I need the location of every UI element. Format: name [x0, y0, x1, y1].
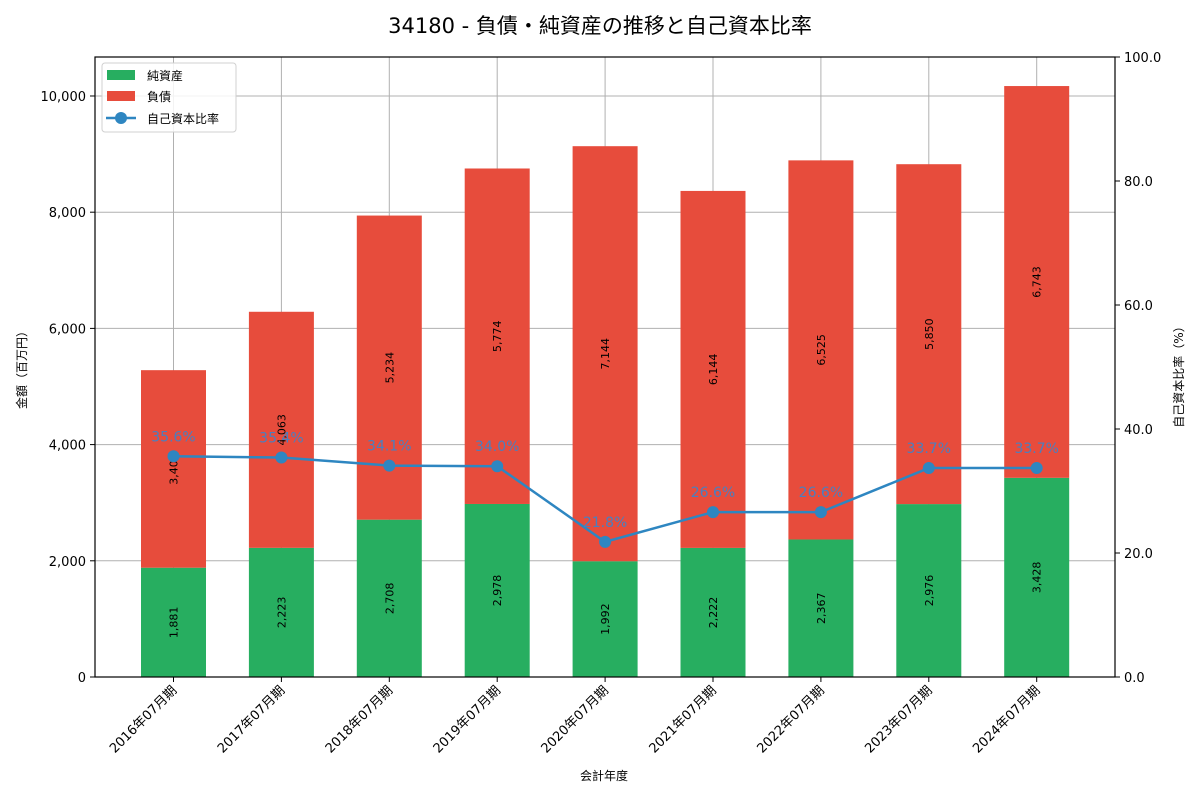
bar-label-liabilities: 5,850 — [923, 318, 936, 350]
ratio-label: 35.4% — [259, 431, 303, 447]
legend-label-equity: 純資産 — [147, 68, 183, 83]
x-tick-label: 2016年07月期 — [107, 683, 180, 756]
y-right-tick-label: 80.0 — [1124, 175, 1153, 190]
bar-label-liabilities: 6,144 — [707, 354, 720, 386]
bar-liabilities — [1004, 86, 1070, 478]
bar-label-liabilities: 7,144 — [599, 338, 612, 370]
ratio-label: 35.6% — [151, 429, 195, 445]
ratio-label: 33.7% — [1014, 441, 1058, 457]
legend-label-liabilities: 負債 — [147, 89, 171, 104]
y-tick-label: 10,000 — [41, 90, 87, 105]
bar-label-liabilities: 6,743 — [1031, 266, 1044, 298]
y-tick-label: 4,000 — [49, 439, 86, 454]
legend-swatch-equity — [107, 70, 135, 80]
bar-liabilities — [680, 190, 746, 548]
x-tick-label: 2017年07月期 — [215, 683, 288, 756]
bar-liabilities — [572, 146, 638, 562]
bar-equity — [248, 547, 314, 677]
ratio-marker — [1030, 462, 1043, 475]
ratio-line-series: 35.6% 35.4% 34.1% 34.0% 21.8% 26.6% 26.6% 33.7%… — [151, 429, 1059, 548]
bar-label-equity: 2,978 — [491, 575, 504, 607]
bar-equity — [680, 547, 746, 677]
y-right-tick-label: 0.0 — [1124, 671, 1145, 686]
bar-label-equity: 2,367 — [815, 592, 828, 624]
y-right-tick-label: 100.0 — [1124, 51, 1161, 66]
bar-equity — [788, 539, 854, 677]
ratio-marker — [383, 459, 396, 472]
bar-equity — [464, 503, 530, 677]
legend-label-ratio: 自己資本比率 — [147, 111, 219, 126]
y-tick-label: 2,000 — [49, 555, 86, 570]
x-axis-title: 会計年度 — [580, 768, 628, 783]
ratio-marker — [167, 450, 180, 463]
bar-label-equity: 1,992 — [599, 603, 612, 635]
ratio-label: 21.8% — [583, 515, 627, 531]
bar-label-liabilities: 4,063 — [275, 414, 288, 446]
ratio-marker — [275, 451, 288, 464]
bar-label-equity: 1,881 — [168, 607, 181, 639]
ratio-marker — [814, 506, 827, 519]
y-right-axis-title: 自己資本比率（%） — [1171, 320, 1186, 427]
bar-equity — [141, 567, 206, 677]
bar-liabilities — [896, 164, 962, 505]
bar-label-equity: 3,428 — [1031, 562, 1044, 594]
y-right-tick-label: 20.0 — [1124, 547, 1153, 562]
y-axis-title: 金額（百万円） — [14, 325, 29, 409]
legend-box — [101, 62, 237, 133]
bar-liabilities — [464, 168, 530, 504]
chart-title: 34180 - 負債・純資産の推移と自己資本比率 — [388, 14, 812, 38]
ratio-label: 33.7% — [907, 441, 951, 457]
bar-equity — [356, 519, 422, 677]
y-right-tick-label: 60.0 — [1124, 299, 1153, 314]
bar-label-equity: 2,708 — [383, 583, 396, 615]
x-tick-label: 2019年07月期 — [431, 683, 504, 756]
bar-label-liabilities: 5,774 — [491, 320, 504, 352]
bar-equity — [896, 504, 962, 677]
bar-label-equity: 2,976 — [923, 575, 936, 607]
ratio-label: 26.6% — [691, 485, 735, 501]
legend-marker-icon — [115, 112, 127, 124]
bar-label-liabilities: 6,525 — [815, 334, 828, 366]
bar-equity — [572, 561, 638, 677]
bar-liabilities — [788, 160, 854, 540]
x-tick-label: 2018年07月期 — [323, 683, 396, 756]
legend-swatch-liabilities — [107, 91, 135, 101]
ratio-marker — [707, 506, 719, 519]
y-tick-label: 6,000 — [49, 322, 86, 337]
x-tick-label: 2020年07月期 — [539, 683, 612, 756]
bar-label-liabilities: 5,234 — [383, 352, 396, 384]
y-right-tick-label: 40.0 — [1124, 423, 1153, 438]
x-tick-label: 2024年07月期 — [970, 683, 1043, 756]
x-tick-label: 2023年07月期 — [862, 683, 935, 756]
bar-equity — [1004, 477, 1070, 677]
bar-series: 1,8813,4002,2234,0632,7085,2342,9785,774… — [141, 86, 1070, 677]
ratio-marker — [922, 462, 935, 475]
y-tick-label: 8,000 — [49, 206, 86, 221]
bar-liabilities — [248, 311, 314, 548]
bar-label-equity: 2,222 — [707, 597, 720, 629]
y-tick-label: 0 — [78, 671, 86, 686]
ratio-label: 34.0% — [475, 439, 519, 455]
x-tick-label: 2021年07月期 — [647, 683, 720, 756]
bar-label-equity: 2,223 — [275, 597, 288, 629]
ratio-marker — [599, 535, 612, 548]
bar-liabilities — [141, 370, 206, 568]
ratio-label: 34.1% — [367, 439, 411, 455]
x-tick-label: 2022年07月期 — [754, 683, 827, 756]
ratio-label: 26.6% — [799, 485, 843, 501]
ratio-marker — [491, 460, 504, 473]
